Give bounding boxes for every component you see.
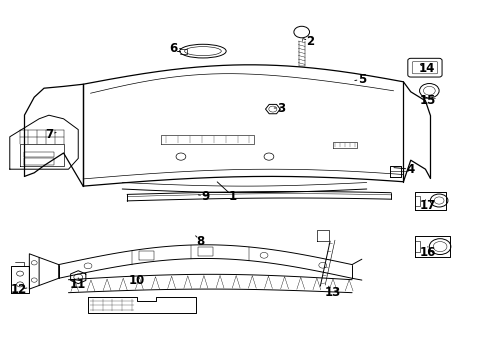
Text: 11: 11	[70, 278, 86, 291]
Text: 4: 4	[406, 163, 414, 176]
Text: 3: 3	[277, 102, 285, 114]
Text: 6: 6	[169, 42, 177, 55]
Text: 5: 5	[357, 73, 365, 86]
Text: 7: 7	[45, 129, 53, 141]
Text: 8: 8	[196, 235, 204, 248]
Text: 10: 10	[128, 274, 145, 287]
Text: 1: 1	[228, 190, 236, 203]
Text: 13: 13	[324, 286, 340, 299]
Text: 16: 16	[419, 246, 435, 259]
Text: 9: 9	[201, 190, 209, 203]
Text: 14: 14	[417, 62, 434, 75]
Text: 17: 17	[419, 199, 435, 212]
Text: 15: 15	[419, 94, 435, 107]
Text: 12: 12	[10, 283, 27, 296]
Text: 2: 2	[306, 35, 314, 48]
